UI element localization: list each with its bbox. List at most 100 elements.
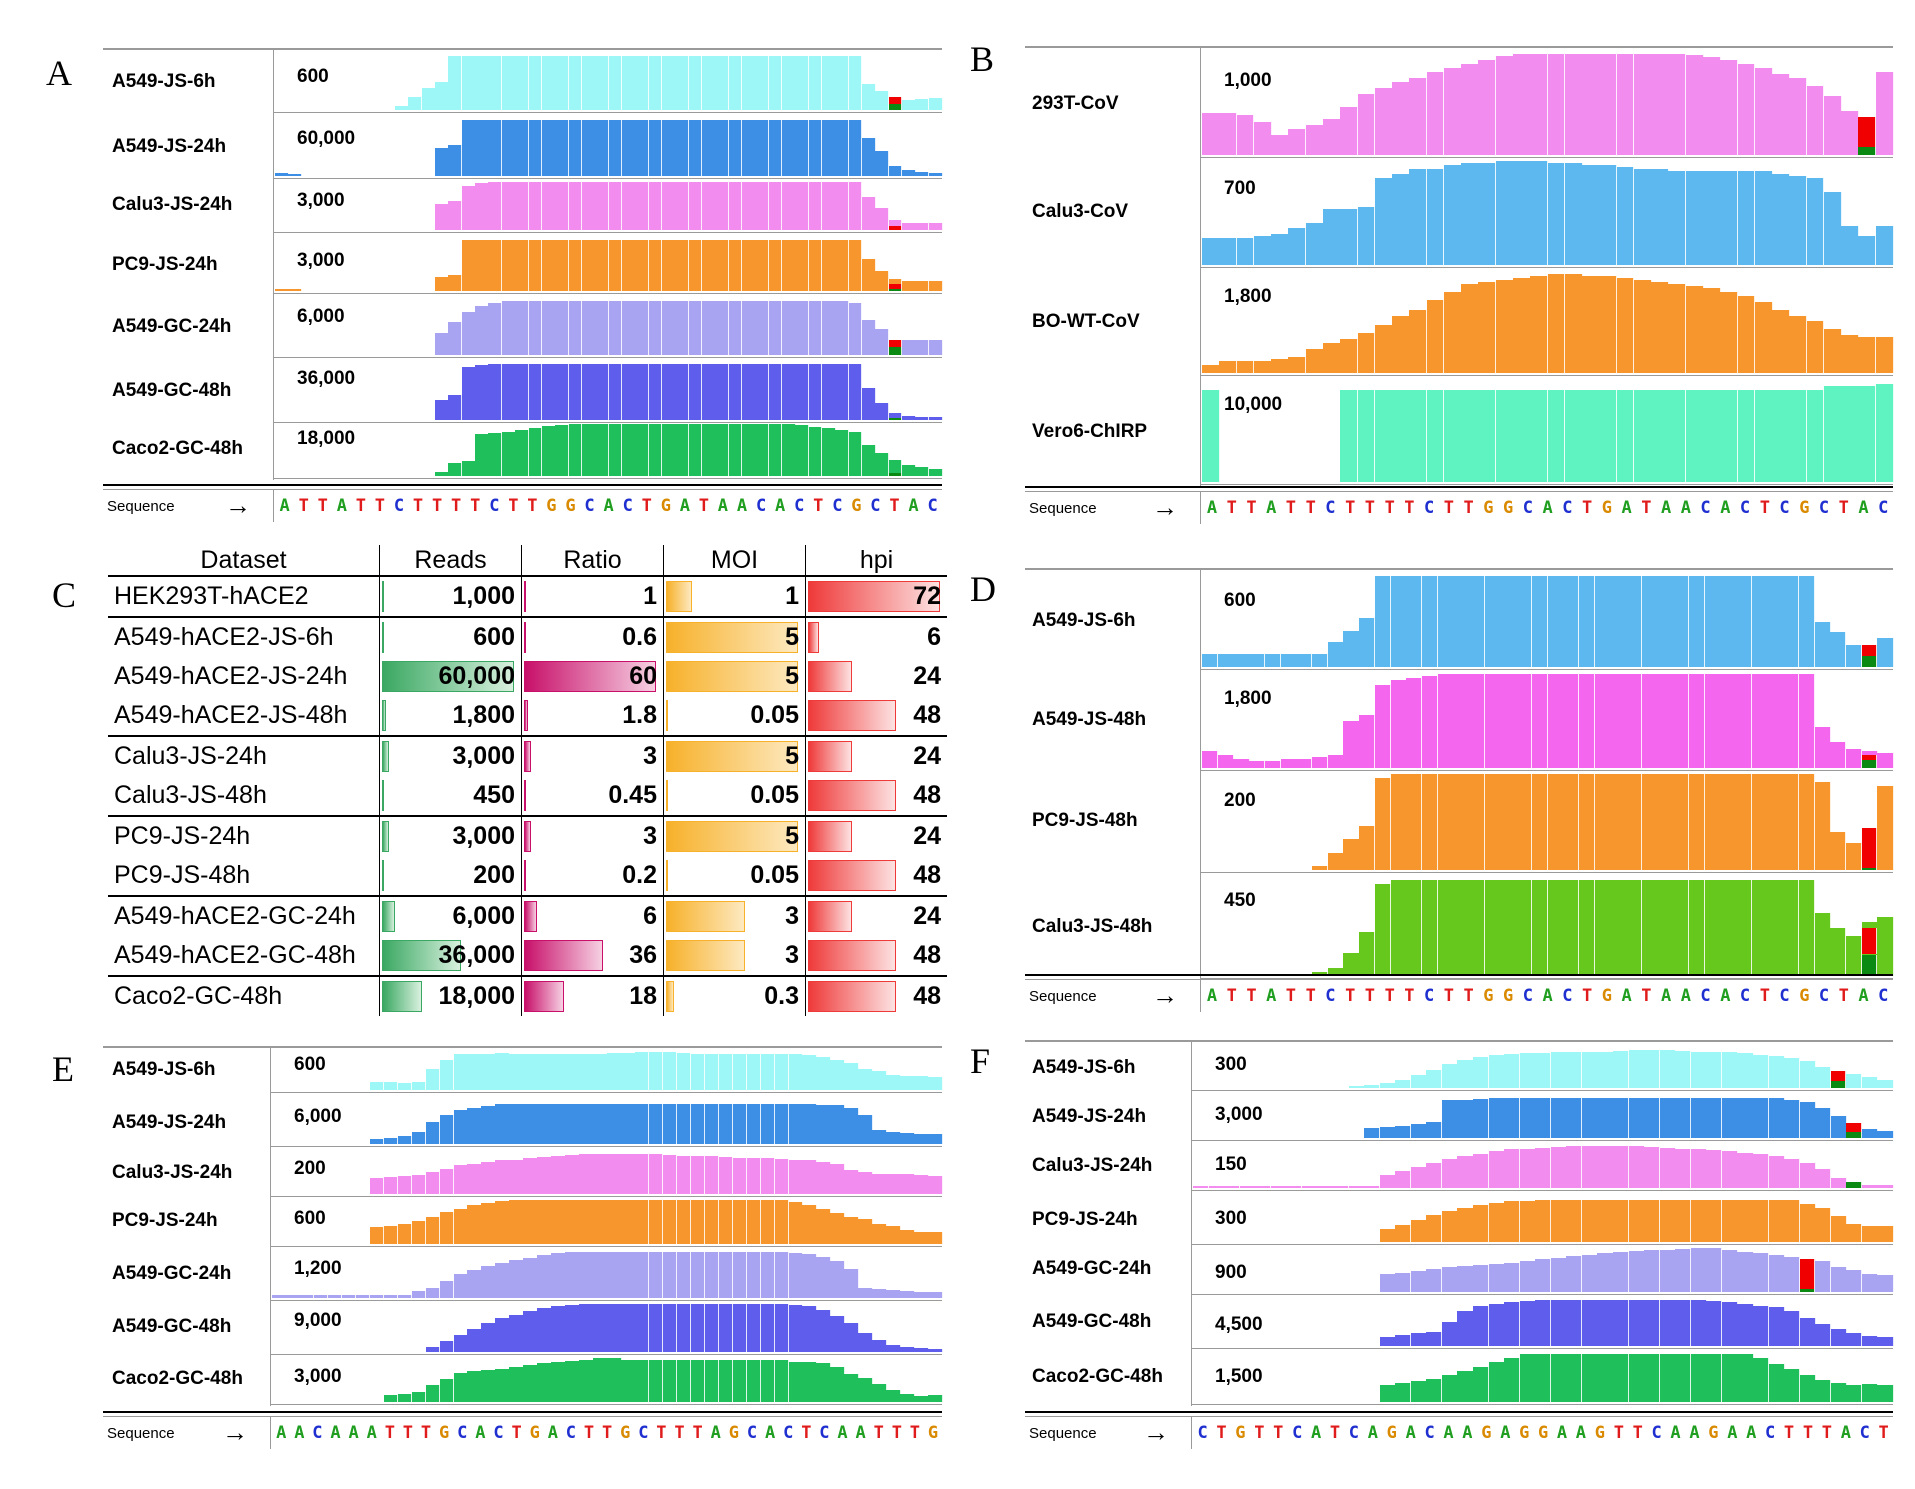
- sequence-top-rule: [1025, 486, 1893, 488]
- coverage-bar: [675, 240, 690, 291]
- coverage-bar: [928, 1134, 943, 1144]
- ratio-cell-value: 1.8: [622, 701, 657, 729]
- coverage-bar: [635, 120, 650, 176]
- sequence-divider: [270, 1417, 271, 1449]
- coverage-bar: [1721, 1151, 1739, 1188]
- sequence-base: A: [736, 496, 748, 516]
- dataset-name-cell: PC9-JS-24h: [108, 815, 380, 856]
- coverage-bar: [900, 1075, 915, 1090]
- coverage-bar: [1488, 1098, 1505, 1138]
- coverage-bar: [501, 240, 516, 291]
- coverage-bar: [1340, 208, 1359, 265]
- hpi-cell-value: 48: [913, 941, 941, 969]
- coverage-bar: [872, 1383, 887, 1402]
- coverage-bar: [1668, 284, 1687, 373]
- coverage-bar: [1690, 1248, 1707, 1292]
- hpi-cell-databar: [808, 821, 852, 852]
- coverage-bar: [1461, 284, 1479, 373]
- sequence-base: T: [1345, 498, 1356, 518]
- moi-cell: 3: [663, 895, 806, 936]
- sequence-base: T: [1404, 986, 1415, 1006]
- coverage-bar: [1410, 1123, 1427, 1138]
- coverage-bar: [746, 1158, 762, 1194]
- coverage-bar: [1340, 106, 1359, 155]
- hpi-cell-value: 48: [913, 781, 941, 809]
- coverage-bar: [858, 1069, 873, 1090]
- sequence-base: C: [1765, 1423, 1776, 1443]
- track-separator: [1200, 484, 1893, 485]
- coverage-bar: [1799, 1102, 1816, 1138]
- sequence-base: A: [1266, 498, 1277, 518]
- reads-cell: 600: [379, 616, 522, 657]
- track-label-a549-js-6h: A549-JS-6h: [112, 1059, 216, 1080]
- coverage-bar: [1651, 282, 1670, 373]
- sequence-base: C: [1424, 1423, 1435, 1443]
- track-separator: [1191, 1404, 1893, 1405]
- coverage-bar: [1597, 1253, 1614, 1292]
- coverage-bar: [1830, 928, 1847, 976]
- track-separator: [1200, 157, 1893, 158]
- coverage-bar: [1566, 1146, 1583, 1188]
- coverage-bar: [448, 321, 463, 355]
- table-row: Calu3-JS-48h 450 0.45 0.05 48: [108, 776, 947, 816]
- sequence-base: T: [801, 1423, 812, 1443]
- sequence-base: A: [765, 1423, 776, 1443]
- track-scale-label: 6,000: [295, 306, 347, 328]
- track-scale-label: 10,000: [1222, 394, 1285, 416]
- coverage-bar: [902, 415, 916, 420]
- coverage-bar: [844, 1373, 859, 1402]
- coverage-bar: [299, 1295, 315, 1298]
- mismatch-bar-red: [1858, 116, 1876, 148]
- sequence-base: A: [1206, 986, 1218, 1006]
- coverage-bar: [816, 1104, 831, 1144]
- coverage-bar: [1737, 1251, 1754, 1292]
- hpi-cell-databar: [808, 901, 852, 932]
- coverage-bar: [1688, 674, 1706, 768]
- coverage-bar: [830, 1213, 845, 1244]
- coverage-bar: [1673, 880, 1690, 976]
- hpi-cell-databar: [808, 622, 819, 653]
- moi-cell: 0.3: [663, 975, 806, 1016]
- track-label-calu3-js-48h: Calu3-JS-48h: [1032, 916, 1153, 937]
- sequence-base: C: [1562, 986, 1573, 1006]
- sequence-top-rule: [1025, 1411, 1893, 1413]
- coverage-bar: [848, 56, 863, 110]
- coverage-bar: [1830, 1266, 1847, 1292]
- coverage-bar: [411, 1290, 427, 1298]
- ratio-cell-databar: [524, 940, 603, 971]
- coverage-bar: [1737, 64, 1756, 155]
- coverage-bar: [1657, 674, 1674, 768]
- coverage-bar: [774, 1359, 790, 1402]
- coverage-bar: [808, 56, 823, 110]
- coverage-bar: [1846, 1384, 1863, 1402]
- coverage-bar: [634, 1304, 650, 1352]
- coverage-bar: [1410, 1167, 1427, 1188]
- sequence-base: C: [1325, 498, 1336, 518]
- coverage-bar: [581, 301, 596, 355]
- coverage-bar: [1877, 1275, 1894, 1292]
- coverage-bar: [1249, 760, 1266, 768]
- coverage-bar: [1721, 1354, 1739, 1402]
- coverage-bar: [1815, 1261, 1832, 1292]
- moi-cell-value: 3: [785, 902, 799, 930]
- coverage-bar: [1270, 1186, 1287, 1188]
- coverage-bar: [509, 1104, 524, 1144]
- hpi-cell-value: 48: [913, 701, 941, 729]
- coverage-bar: [648, 1154, 664, 1194]
- ratio-cell: 36: [521, 936, 664, 976]
- coverage-bar: [439, 1169, 455, 1194]
- coverage-bar: [1578, 880, 1596, 976]
- track-label-a549-js-48h: A549-JS-48h: [1032, 709, 1147, 730]
- track-scale-label: 200: [292, 1158, 328, 1180]
- coverage-bar: [732, 1158, 748, 1194]
- coverage-bar: [902, 464, 916, 476]
- coverage-bar: [1374, 576, 1392, 667]
- mismatch-bar-green: [1861, 954, 1878, 976]
- coverage-bar: [858, 1219, 873, 1244]
- sequence-divider: [273, 490, 274, 522]
- coverage-bar: [1685, 55, 1704, 155]
- coverage-bar: [1703, 171, 1721, 265]
- sequence-base: C: [794, 496, 805, 516]
- coverage-bar: [411, 1082, 427, 1090]
- coverage-bar: [928, 1231, 943, 1244]
